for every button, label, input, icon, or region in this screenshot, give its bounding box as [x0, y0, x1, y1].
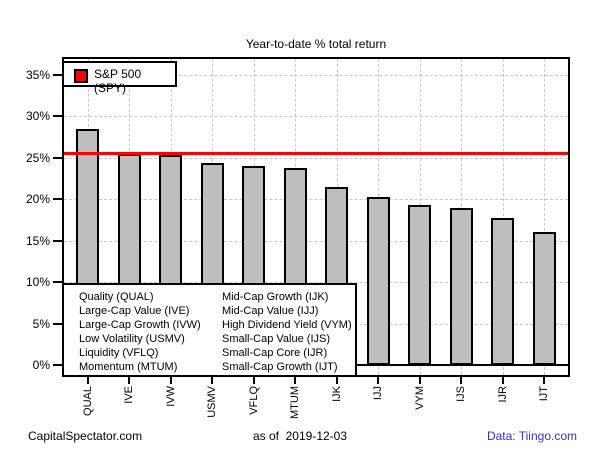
- fund-key-box: Quality (QUAL) Large-Cap Value (IVE) Large…: [62, 283, 357, 377]
- footer-data-source: Data: Tiingo.com: [486, 429, 577, 443]
- x-axis-tick: [377, 377, 379, 384]
- y-tick-label: 35%: [25, 68, 50, 82]
- x-tick-label: IVE: [123, 386, 135, 404]
- fund-key-entry: Momentum (MTUM): [79, 361, 178, 373]
- fund-key-entry: Small-Cap Growth (IJT): [222, 361, 338, 373]
- fund-key-entry: Small-Cap Core (IJR): [222, 347, 328, 359]
- x-tick-label: IJT: [538, 386, 550, 402]
- y-gridline: [64, 75, 568, 76]
- y-gridline: [64, 199, 568, 201]
- y-tick-label: 0%: [32, 358, 50, 372]
- bar-vym: [408, 205, 431, 365]
- y-tick-label: 30%: [25, 109, 50, 124]
- y-axis-tick: [53, 364, 62, 366]
- x-tick-label: IJK: [330, 386, 343, 402]
- x-axis-tick: [418, 377, 421, 384]
- fund-key-entry: Low Volatility (USMV): [79, 333, 185, 345]
- x-tick-label: IJR: [496, 386, 509, 403]
- y-axis-tick: [53, 198, 62, 201]
- fund-key-entry: Large-Cap Growth (IVW): [79, 319, 201, 331]
- y-tick-label: 25%: [25, 150, 50, 165]
- y-axis-tick: [53, 281, 62, 284]
- x-tick-label: IVW: [164, 386, 177, 407]
- x-gridline: [502, 59, 504, 375]
- x-axis-tick: [543, 377, 545, 384]
- chart-title: Year-to-date % total return: [245, 37, 387, 51]
- spy-legend-box: S&P 500 (SPY): [62, 61, 177, 95]
- fund-key-entry: Small-Cap Value (IJS): [222, 333, 330, 345]
- x-tick-label: IJS: [455, 386, 467, 402]
- fund-key-entry: Mid-Cap Growth (IJK): [222, 291, 329, 303]
- x-axis-tick: [211, 377, 213, 384]
- footer-as-of-date: as of 2019-12-03: [252, 429, 348, 443]
- fund-key-column-2: Mid-Cap Growth (IJK) Mid-Cap Value (IJJ) H…: [222, 290, 352, 374]
- y-gridline: [64, 282, 568, 284]
- x-axis-tick: [86, 377, 89, 384]
- x-axis-tick: [128, 377, 130, 384]
- y-tick-label: 10%: [25, 275, 50, 290]
- fund-key-column-1: Quality (QUAL) Large-Cap Value (IVE) Large…: [79, 290, 201, 374]
- y-axis-tick: [53, 239, 62, 242]
- bar-ijs: [449, 208, 473, 365]
- footer-site-credit: CapitalSpectator.com: [28, 429, 143, 443]
- y-axis-tick: [53, 322, 62, 325]
- x-tick-label: QUAL: [81, 386, 94, 416]
- x-axis-tick: [169, 377, 172, 384]
- fund-key-entry: High Dividend Yield (VYM): [222, 319, 352, 331]
- spy-legend-label: S&P 500 (SPY): [94, 67, 142, 95]
- x-tick-label: VYM: [413, 386, 426, 410]
- x-axis-tick: [294, 377, 296, 384]
- y-axis-tick: [53, 115, 62, 118]
- y-tick-label: 15%: [25, 233, 50, 248]
- fund-key-entry: Quality (QUAL): [79, 291, 154, 303]
- fund-key-entry: Liquidity (VFLQ): [79, 347, 159, 359]
- spy-legend-swatch-icon: [74, 69, 88, 83]
- bar-ijt: [532, 231, 556, 365]
- fund-key-entry: Mid-Cap Value (IJJ): [222, 305, 319, 317]
- x-axis-tick: [460, 377, 462, 384]
- x-axis-tick: [252, 377, 255, 384]
- y-axis-tick: [53, 74, 62, 76]
- x-tick-label: MTUM: [289, 386, 301, 419]
- bar-ijr: [491, 218, 514, 365]
- y-gridline: [64, 157, 568, 159]
- x-tick-label: USMV: [206, 386, 218, 418]
- x-tick-label: VFLQ: [247, 386, 260, 415]
- x-axis-tick: [501, 377, 504, 384]
- y-tick-label: 20%: [25, 192, 50, 207]
- y-axis-tick: [53, 156, 62, 159]
- x-axis-tick: [335, 377, 338, 384]
- spy-reference-line: [62, 151, 570, 155]
- x-gridline: [544, 59, 545, 375]
- x-tick-label: IJJ: [372, 386, 384, 401]
- y-gridline: [64, 240, 568, 242]
- y-tick-label: 5%: [32, 316, 50, 331]
- bar-ijj: [366, 196, 390, 365]
- fund-key-entry: Large-Cap Value (IVE): [79, 305, 190, 317]
- y-gridline: [64, 116, 568, 118]
